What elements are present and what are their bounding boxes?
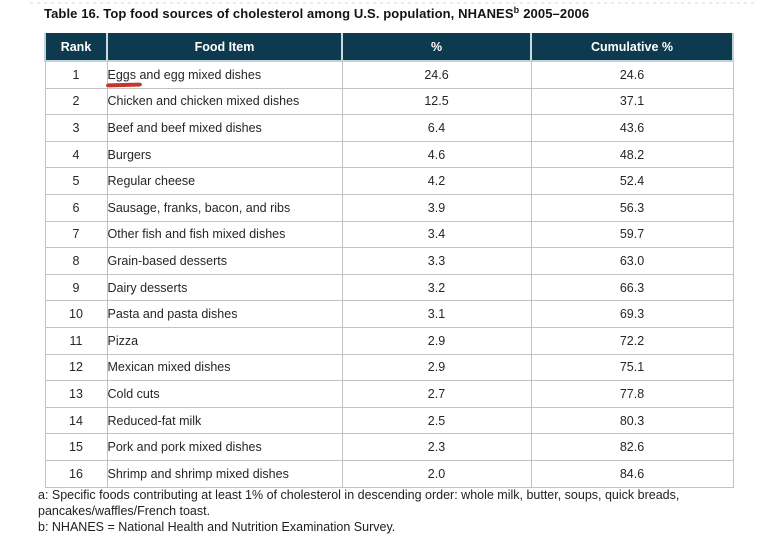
percent-cell: 2.9 — [341, 353, 532, 382]
food-item-cell: Chicken and chicken mixed dishes — [106, 87, 343, 116]
footnotes: a: Specific foods contributing at least … — [38, 487, 740, 535]
table-row: 4 Burgers 4.6 48.2 — [44, 140, 734, 169]
food-item-cell: Reduced-fat milk — [106, 406, 343, 435]
column-header-percent: % — [342, 33, 532, 62]
rank-cell: 8 — [44, 247, 108, 275]
food-item-cell: Cold cuts — [106, 380, 343, 408]
rank-cell: 14 — [44, 406, 108, 435]
table-title: Table 16. Top food sources of cholestero… — [44, 5, 590, 21]
table-row: 9 Dairy desserts 3.2 66.3 — [44, 273, 734, 302]
food-sources-table: Rank Food Item% Cumulative % 1 Eggs and egg… — [44, 33, 734, 488]
rank-cell: 10 — [44, 300, 108, 328]
table-row: 7 Other fish and fish mixed dishes 3.4 59.7 — [44, 220, 734, 249]
rank-cell: 5 — [44, 167, 108, 195]
rank-cell: 11 — [44, 326, 108, 355]
percent-cell: 2.7 — [341, 380, 532, 408]
rank-cell: 9 — [44, 273, 108, 302]
cumulative-percent-cell: 66.3 — [530, 273, 734, 302]
percent-cell: 3.4 — [341, 220, 532, 249]
food-item-cell: Sausage, franks, bacon, and ribs — [106, 193, 343, 222]
red-underline-annotation — [105, 82, 142, 88]
percent-cell: 3.1 — [341, 300, 532, 328]
percent-cell: 2.5 — [341, 406, 532, 435]
percent-cell: 4.6 — [341, 140, 532, 169]
cumulative-percent-cell: 56.3 — [530, 193, 734, 222]
column-header-food-item: Food Item — [107, 33, 343, 62]
cumulative-percent-cell: 75.1 — [530, 353, 734, 382]
table-row: 2 Chicken and chicken mixed dishes 12.5 37.… — [44, 87, 734, 116]
food-item-cell: Beef and beef mixed dishes — [106, 114, 343, 142]
cumulative-percent-cell: 82.6 — [530, 433, 734, 461]
food-item-cell: Pasta and pasta dishes — [106, 300, 343, 328]
rank-cell: 6 — [44, 193, 108, 222]
rank-cell: 3 — [44, 114, 108, 142]
cumulative-percent-cell: 72.2 — [530, 326, 734, 355]
table-body: 1 Eggs and egg mixed dishes 24.6 24.6 2 Chick… — [44, 60, 734, 488]
cumulative-percent-cell: 59.7 — [530, 220, 734, 249]
table-title-year: 2005–2006 — [523, 6, 590, 21]
food-item-cell: Dairy desserts — [106, 273, 343, 302]
cumulative-percent-cell: 69.3 — [530, 300, 734, 328]
column-header-rank: Rank — [44, 33, 108, 62]
percent-cell: 24.6 — [341, 60, 532, 89]
table-row: 16 Shrimp and shrimp mixed dishes 2.0 84.6 — [44, 459, 734, 488]
cumulative-percent-cell: 43.6 — [530, 114, 734, 142]
rank-cell: 16 — [44, 459, 108, 488]
rank-cell: 2 — [44, 87, 108, 116]
percent-cell: 2.9 — [341, 326, 532, 355]
food-item-cell: Burgers — [106, 140, 343, 169]
food-item-cell: Regular cheese — [106, 167, 343, 195]
percent-cell: 2.0 — [341, 459, 532, 488]
cumulative-percent-cell: 80.3 — [530, 406, 734, 435]
percent-cell: 3.2 — [341, 273, 532, 302]
table-row: 11 Pizza 2.9 72.2 — [44, 326, 734, 355]
scan-artifact — [30, 2, 757, 4]
header-row: Rank Food Item% Cumulative % — [44, 33, 734, 62]
food-item-cell: Mexican mixed dishes — [106, 353, 343, 382]
rank-cell: 4 — [44, 140, 108, 169]
rank-cell: 15 — [44, 433, 108, 461]
marked-word: Eggs — [105, 68, 142, 88]
food-item-cell: Other fish and fish mixed dishes — [106, 220, 343, 249]
table-row: 15 Pork and pork mixed dishes 2.3 82.6 — [44, 433, 734, 461]
rank-cell: 1 — [44, 60, 108, 89]
table-row: 3 Beef and beef mixed dishes 6.4 43.6 — [44, 114, 734, 142]
percent-cell: 12.5 — [341, 87, 532, 116]
table-row: 8 Grain-based desserts 3.3 63.0 — [44, 247, 734, 275]
cumulative-percent-cell: 48.2 — [530, 140, 734, 169]
percent-cell: 3.3 — [341, 247, 532, 275]
footnote-b: b: NHANES = National Health and Nutritio… — [38, 520, 396, 534]
rank-cell: 13 — [44, 380, 108, 408]
rank-cell: 7 — [44, 220, 108, 249]
food-item-cell: Pork and pork mixed dishes — [106, 433, 343, 461]
food-item-cell: Eggs and egg mixed dishes — [105, 60, 343, 89]
cumulative-percent-cell: 84.6 — [530, 459, 734, 488]
table-row: 5 Regular cheese 4.2 52.4 — [44, 167, 734, 195]
cumulative-percent-cell: 24.6 — [530, 60, 734, 89]
table-row: 14 Reduced-fat milk 2.5 80.3 — [44, 406, 734, 435]
food-item-cell: Pizza — [106, 326, 343, 355]
cumulative-percent-cell: 63.0 — [530, 247, 734, 275]
cumulative-percent-cell: 77.8 — [530, 380, 734, 408]
percent-cell: 6.4 — [341, 114, 532, 142]
cumulative-percent-cell: 37.1 — [530, 87, 734, 116]
table-row: 10 Pasta and pasta dishes 3.1 69.3 — [44, 300, 734, 328]
percent-cell: 4.2 — [341, 167, 532, 195]
table-row: 12 Mexican mixed dishes 2.9 75.1 — [44, 353, 734, 382]
table-row: 1 Eggs and egg mixed dishes 24.6 24.6 — [44, 60, 734, 89]
food-item-cell: Grain-based desserts — [106, 247, 343, 275]
column-header-cumulative-percent: Cumulative % — [531, 33, 734, 62]
table-row: 6 Sausage, franks, bacon, and ribs 3.9 56.3 — [44, 193, 734, 222]
rank-cell: 12 — [44, 353, 108, 382]
food-item-cell: Shrimp and shrimp mixed dishes — [106, 459, 343, 488]
table-title-superscript: b — [513, 5, 520, 15]
footnote-a: a: Specific foods contributing at least … — [38, 488, 680, 518]
percent-cell: 3.9 — [341, 193, 532, 222]
percent-cell: 2.3 — [341, 433, 532, 461]
table-title-text: Table 16. Top food sources of cholestero… — [44, 6, 514, 21]
table-row: 13 Cold cuts 2.7 77.8 — [44, 380, 734, 408]
cumulative-percent-cell: 52.4 — [530, 167, 734, 195]
